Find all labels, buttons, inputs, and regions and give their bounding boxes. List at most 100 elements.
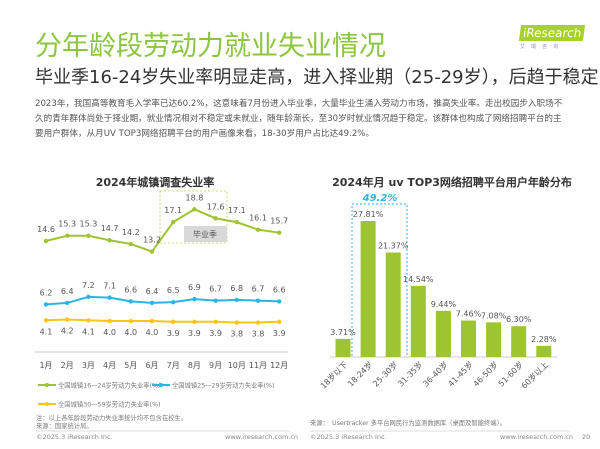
- series-line: [45, 318, 280, 324]
- data-label: 3.9: [209, 329, 222, 338]
- data-point: [86, 233, 91, 238]
- x-tick-label: 7月: [167, 361, 180, 370]
- data-point: [234, 219, 239, 225]
- bar: [486, 322, 502, 357]
- bar: [461, 320, 476, 357]
- bar-label: 7.46%: [456, 310, 482, 319]
- data-label: 4.1: [82, 327, 95, 336]
- data-label: 6.8: [230, 284, 243, 293]
- bar: [335, 338, 351, 357]
- data-point: [149, 300, 155, 306]
- data-label: 16.1: [249, 214, 267, 223]
- data-point: [43, 302, 49, 307]
- data-point: [234, 297, 239, 303]
- data-point: [128, 318, 133, 324]
- data-point: [149, 318, 155, 324]
- data-label: 4.1: [40, 327, 53, 336]
- legend-label: 全国城镇16—24岁劳动力失业率(%): [58, 381, 160, 390]
- data-label: 4.0: [103, 328, 116, 337]
- bar-label: 14.54%: [403, 275, 434, 284]
- graduation-season-label: 毕业季: [193, 229, 217, 239]
- data-label: 4.0: [124, 328, 137, 337]
- data-label: 6.5: [167, 286, 180, 295]
- series-line: [45, 208, 280, 253]
- x-tick-label: 9月: [209, 361, 222, 370]
- page-number: 20: [582, 433, 591, 441]
- data-label: 6.4: [61, 287, 74, 296]
- bar-label: 9.44%: [431, 300, 457, 309]
- data-label: 15.7: [270, 217, 288, 226]
- data-point: [255, 320, 261, 325]
- data-label: 6.7: [252, 285, 265, 294]
- data-label: 6.4: [146, 287, 159, 296]
- data-point: [65, 300, 70, 306]
- data-point: [149, 249, 155, 254]
- data-label: 3.8: [252, 330, 265, 339]
- bar-label: 27.81%: [353, 210, 384, 219]
- bar-category-label: 31-35岁: [396, 359, 425, 388]
- line-chart-title: 2024年城镇调查失业率: [96, 175, 215, 189]
- data-label: 15.3: [58, 220, 76, 229]
- bar: [435, 310, 451, 357]
- x-tick-label: 4月: [103, 361, 116, 370]
- data-point: [234, 320, 239, 325]
- bar-label: 6.30%: [506, 315, 532, 324]
- data-point: [171, 299, 176, 305]
- legend-label: 全国城镇30—59岁劳动力失业率(%): [58, 400, 160, 409]
- graduation-season-badge: [184, 226, 227, 242]
- line-note: 注：以上各年龄段劳动力失业率统计均不包含在校生。: [36, 413, 187, 422]
- data-label: 6.7: [209, 285, 222, 294]
- data-point: [107, 295, 112, 300]
- graduation-season-box: [159, 190, 228, 244]
- x-tick-label: 6月: [145, 361, 158, 370]
- bar-category-label: 36-40岁: [421, 359, 450, 388]
- bar-label: 3.71%: [330, 328, 356, 337]
- bar-category-label: 60岁以上: [519, 359, 550, 390]
- data-point: [128, 299, 133, 304]
- data-label: 4.0: [146, 328, 159, 337]
- bar-label: 21.37%: [378, 242, 409, 251]
- data-point: [86, 318, 91, 323]
- page-subtitle: 毕业季16-24岁失业率明显走高，进入择业期（25-29岁），后趋于稳定: [35, 67, 599, 88]
- x-tick-label: 11月: [249, 361, 267, 370]
- data-label: 6.6: [273, 285, 286, 294]
- data-point: [192, 296, 197, 302]
- x-tick-label: 8月: [188, 361, 201, 370]
- data-label: 18.8: [185, 193, 203, 202]
- data-label: 6.9: [188, 283, 201, 292]
- age-18-30-share: 49.2%: [362, 193, 398, 204]
- data-point: [213, 319, 218, 324]
- logo-sub: 艾瑞咨询: [520, 44, 565, 50]
- bar-label: 2.28%: [531, 335, 557, 344]
- bar-category-label: 25-30岁: [370, 359, 399, 388]
- footer-copyright-left: ©2025.3 iResearch Inc.: [36, 433, 113, 441]
- bar-source: 来源： Usertracker 多平台网民行为监测数据库（桌面及智能终端）。: [310, 418, 506, 427]
- data-label: 13.2: [143, 236, 161, 245]
- data-label: 14.7: [101, 224, 119, 233]
- bar-category-label: 18-24岁: [345, 359, 374, 388]
- data-label: 3.9: [167, 329, 180, 338]
- footer-copyright-right: ©2025.3 iResearch Inc.: [310, 433, 387, 441]
- data-point: [128, 241, 133, 247]
- data-point: [171, 219, 176, 225]
- data-point: [255, 298, 261, 303]
- data-point: [277, 319, 282, 324]
- data-point: [213, 298, 218, 303]
- data-point: [192, 319, 197, 324]
- data-point: [65, 233, 70, 238]
- data-label: 7.1: [103, 282, 116, 291]
- x-tick-label: 10月: [228, 361, 246, 370]
- page-title: 分年龄段劳动力就业失业情况: [35, 31, 386, 62]
- iresearch-logo: iResearch 艾瑞咨询: [518, 22, 586, 50]
- data-point: [107, 238, 112, 243]
- bar-category-label: 18岁以下: [318, 359, 349, 390]
- bar: [536, 345, 552, 357]
- data-point: [277, 299, 282, 304]
- data-point: [43, 318, 49, 323]
- data-label: 3.8: [230, 330, 243, 339]
- data-label: 7.2: [82, 281, 95, 290]
- bar: [511, 326, 527, 357]
- data-point: [213, 216, 218, 221]
- data-point: [65, 317, 70, 322]
